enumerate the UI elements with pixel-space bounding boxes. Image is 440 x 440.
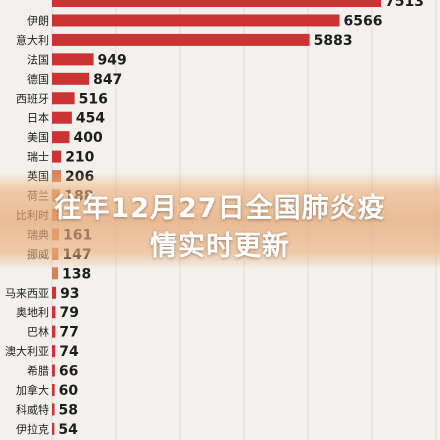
bar	[52, 403, 55, 416]
value-label: 847	[93, 72, 122, 88]
country-label: 希腊	[27, 364, 49, 378]
bar	[52, 53, 94, 66]
bar	[52, 72, 90, 85]
bar	[52, 345, 56, 358]
bar	[52, 325, 56, 338]
country-label: 西班牙	[16, 92, 49, 105]
bar	[52, 0, 381, 7]
bar	[52, 384, 55, 396]
bar	[52, 14, 340, 27]
bar	[52, 111, 72, 124]
bar	[52, 33, 310, 46]
value-label: 454	[76, 111, 105, 127]
country-label: 澳大利亚	[5, 344, 49, 358]
country-label: 意大利	[16, 33, 49, 47]
headline-line-1: 往年12月27日全国肺炎疫	[54, 193, 386, 224]
value-label: 949	[98, 52, 127, 68]
country-label: 瑞士	[27, 150, 49, 164]
headline-line-2: 情实时更新	[150, 231, 290, 262]
country-label: 马来西亚	[5, 287, 49, 300]
bar	[52, 267, 59, 280]
bar	[52, 306, 56, 319]
value-label: 93	[60, 286, 79, 302]
bar	[52, 92, 75, 105]
country-label: 德国	[27, 72, 49, 86]
bar	[52, 150, 62, 163]
country-label: 巴林	[27, 325, 49, 339]
bar	[52, 286, 57, 299]
country-label: 日本	[27, 111, 49, 125]
bar	[52, 364, 55, 377]
value-label: 138	[62, 266, 91, 282]
country-label: 法国	[27, 52, 49, 66]
value-label: 58	[59, 402, 78, 418]
bar	[52, 422, 55, 435]
bar	[52, 131, 70, 144]
value-label: 66	[59, 364, 78, 380]
value-label: 77	[59, 325, 78, 341]
value-label: 7513	[385, 0, 424, 10]
headline-overlay-band	[0, 172, 440, 270]
value-label: 79	[59, 305, 78, 321]
value-label: 210	[65, 150, 94, 166]
country-label: 伊朗	[27, 14, 49, 27]
value-label: 74	[59, 344, 79, 360]
value-label: 516	[79, 91, 108, 107]
country-label: 美国	[27, 131, 49, 144]
country-label: 伊拉克	[16, 422, 49, 436]
value-label: 5883	[314, 33, 353, 49]
country-label: 加拿大	[16, 383, 49, 397]
country-label: 奥地利	[16, 305, 49, 319]
bars	[52, 0, 381, 435]
value-label: 400	[74, 130, 103, 146]
value-label: 6566	[344, 13, 383, 29]
value-label: 60	[59, 383, 79, 399]
value-label: 54	[58, 422, 78, 438]
country-label: 科威特	[16, 402, 49, 416]
